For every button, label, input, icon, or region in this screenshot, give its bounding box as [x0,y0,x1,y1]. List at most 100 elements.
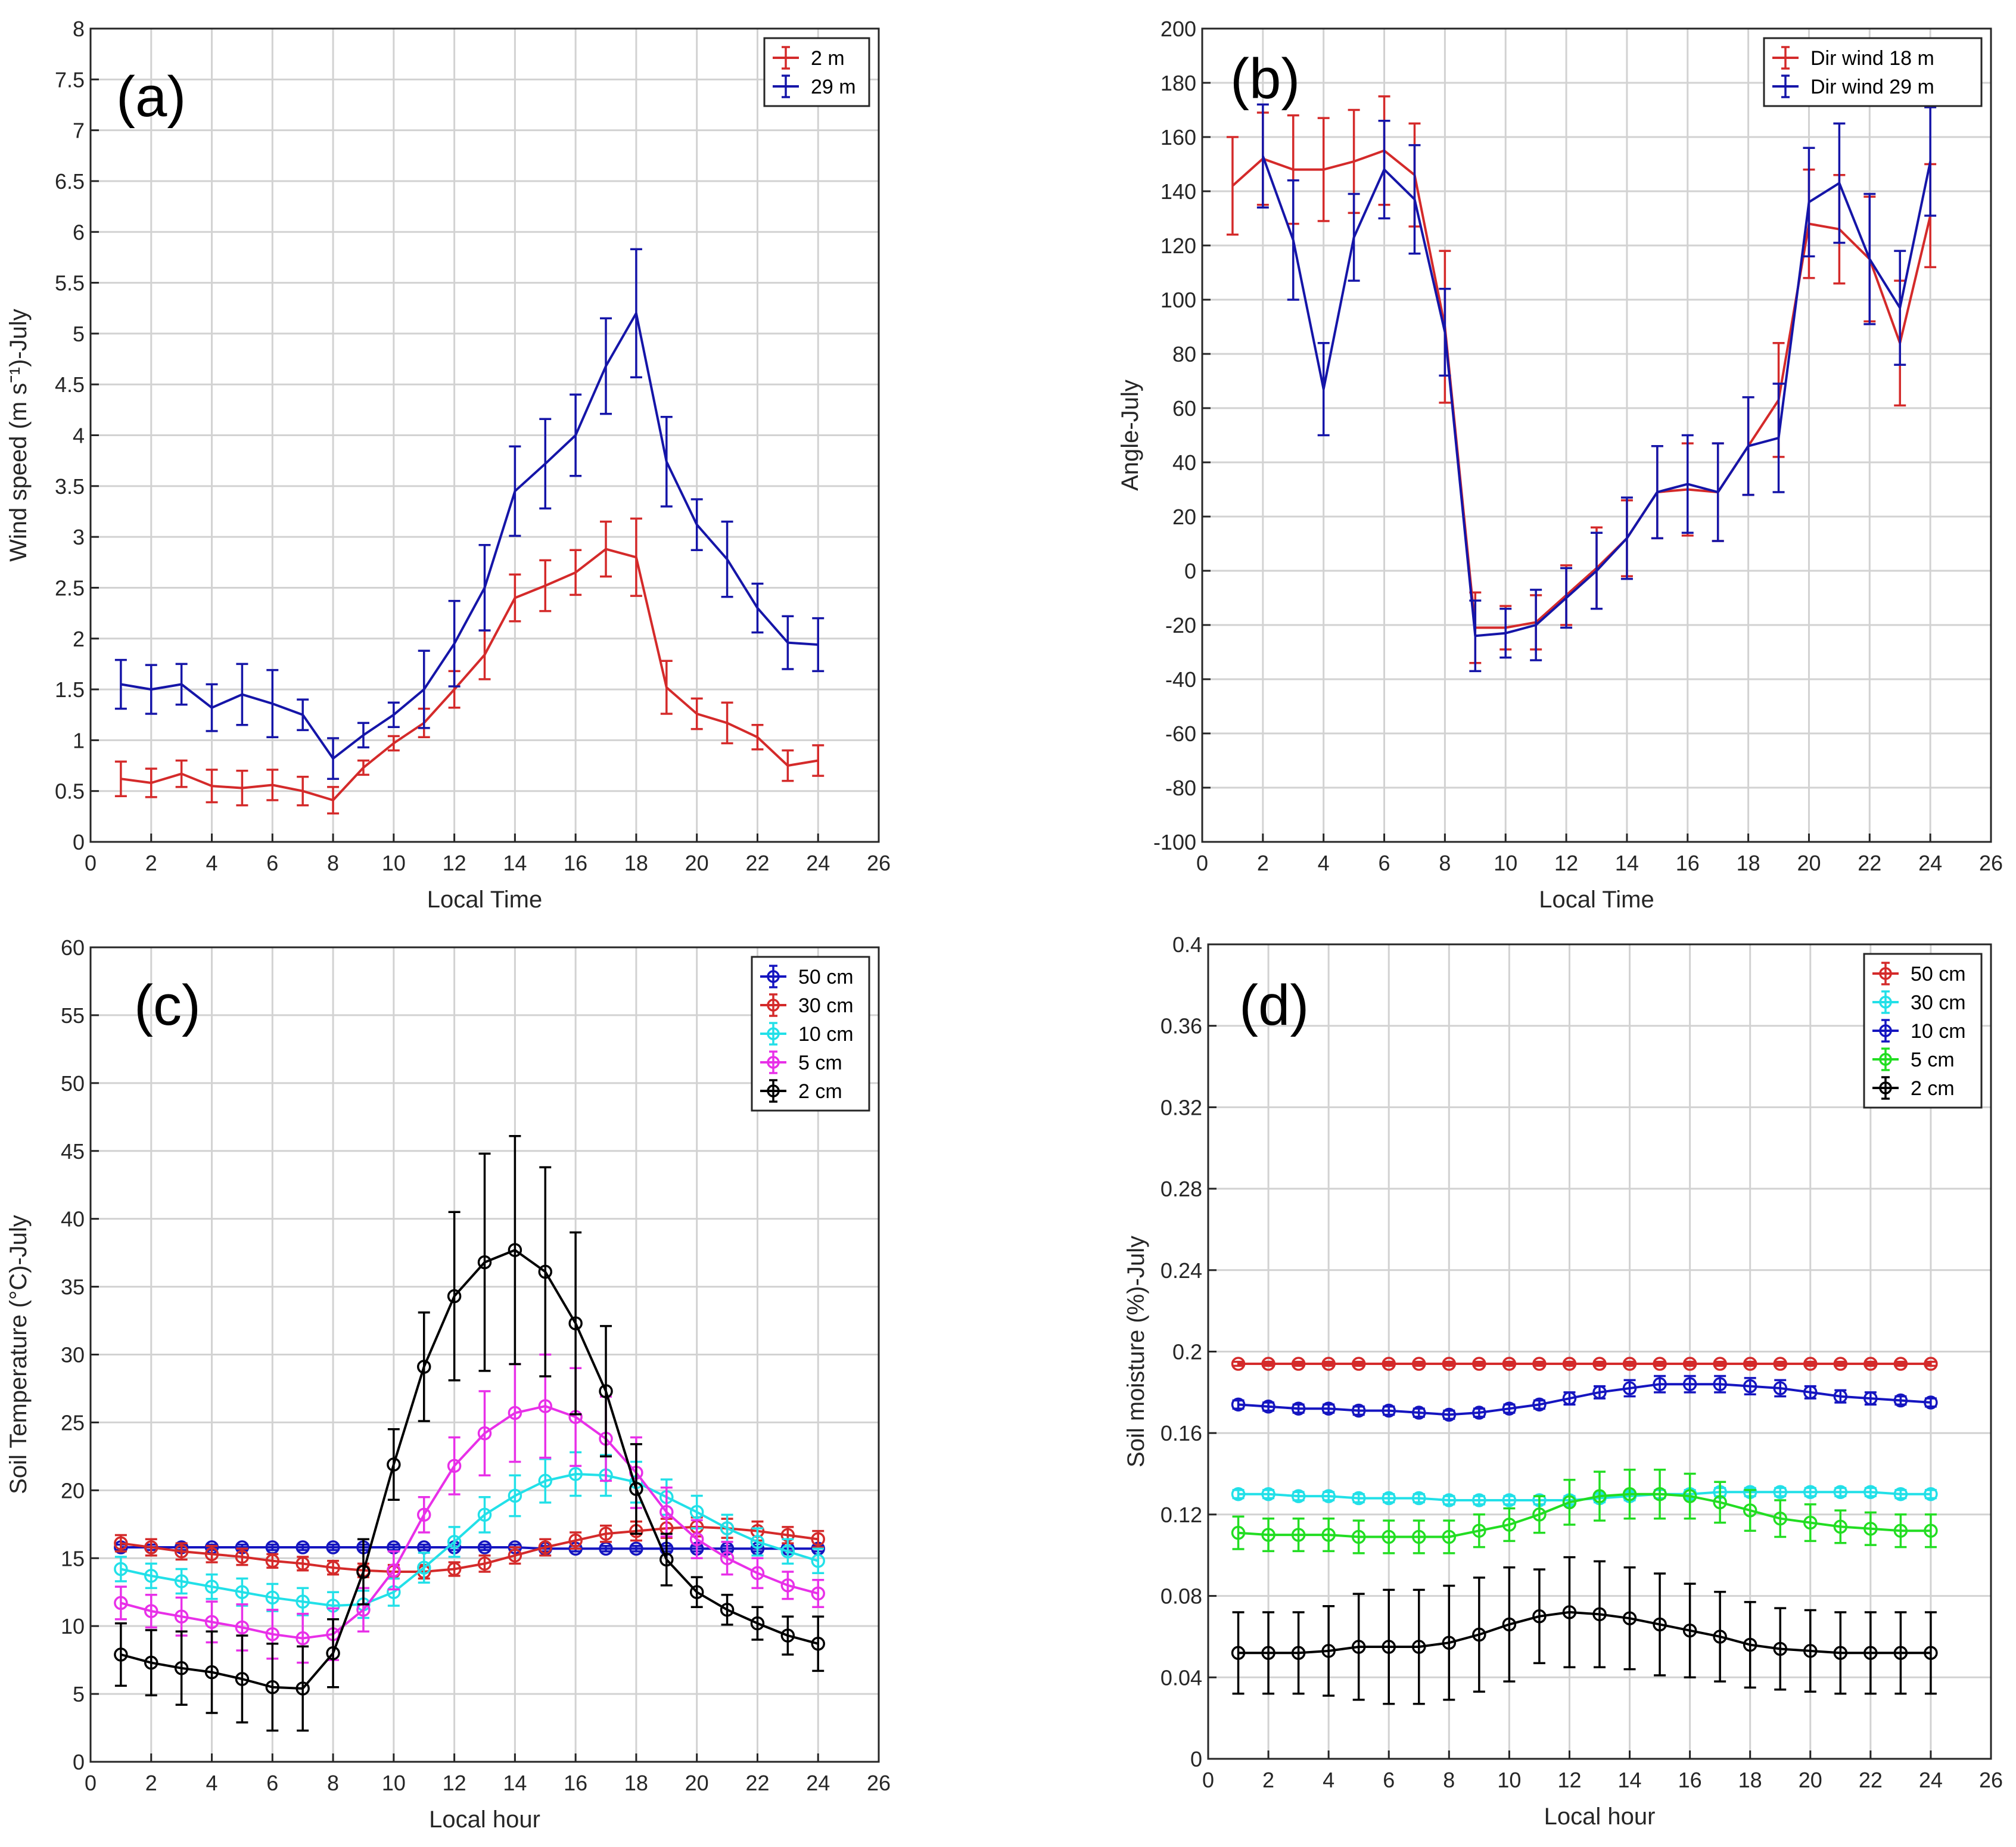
data-point [811,1554,825,1568]
y-tick-label: 6 [73,220,85,244]
legend-box [1763,37,1983,107]
x-tick-label: 14 [503,851,527,875]
data-point [114,1562,128,1577]
x-tick-label: 26 [1979,851,2003,875]
x-tick-label: 2 [1257,851,1269,875]
y-tick-label: 0.5 [55,779,85,804]
data-point [1412,1357,1426,1371]
data-point [1442,1407,1457,1422]
data-point [144,1540,158,1554]
data-point [1351,1403,1366,1418]
data-point [1532,1609,1547,1624]
legend: 50 cm 30 cm 10 cm 5 cm 2 cm [1863,953,1983,1109]
data-point [1893,1393,1908,1408]
y-tick-label: 0.32 [1161,1095,1202,1120]
data-point [629,1541,643,1556]
y-tick-label: 35 [61,1275,85,1299]
data-point [599,1526,613,1541]
x-tick-label: 2 [145,851,157,875]
data-point [1442,1529,1457,1544]
data-point [1713,1377,1727,1391]
y-tick-label: 15 [61,1546,85,1571]
data-point [1412,1491,1426,1506]
data-point [1863,1485,1878,1500]
data-point [1502,1357,1517,1371]
legend-marker [767,970,780,983]
data-point [326,1560,340,1575]
data-point [1562,1391,1577,1406]
data-point [447,1459,462,1473]
legend-label: 10 cm [798,1023,854,1046]
data-point [508,1548,522,1563]
legend-label: 50 cm [798,966,854,988]
y-axis-ticks: -100 -80 -60 -40 -20 0 20 40 60 80 100 120 140 160 180… [1153,17,1211,854]
x-axis-title: Local hour [429,1806,540,1833]
y-tick-label: 25 [61,1410,85,1435]
x-tick-label: 10 [1497,1768,1521,1792]
data-point [1622,1381,1637,1395]
legend: 50 cm 30 cm 10 cm 5 cm 2 cm [751,956,870,1112]
y-tick-label: 20 [61,1478,85,1503]
x-axis-title: Local hour [1544,1804,1656,1830]
data-point [1261,1646,1275,1661]
x-tick-label: 8 [1443,1768,1455,1792]
data-point [1833,1646,1848,1661]
data-point [295,1594,310,1609]
data-point [387,1563,401,1578]
legend-item: 50 cm [760,965,854,988]
x-tick-label: 8 [327,1771,339,1795]
x-tick-label: 0 [1202,1768,1214,1792]
data-point [1803,1485,1818,1500]
data-point [174,1544,189,1559]
y-tick-label: 7.5 [55,67,85,92]
series-2-cm [114,1134,825,1732]
data-point [235,1620,250,1635]
x-tick-label: 6 [266,851,278,875]
data-point [416,1507,431,1522]
data-point [659,1552,674,1567]
data-point [1261,1357,1275,1371]
data-point [1382,1640,1396,1654]
legend-marker [1879,996,1892,1009]
data-point [295,1631,310,1646]
data-point [1261,1528,1275,1542]
data-point [1893,1487,1908,1501]
data-point [750,1616,765,1631]
data-point [416,1360,431,1374]
y-axis-ticks: 0 0.5 1 1.5 2 2.5 3 3.5 4 4.5 5 5.5 6 6.5 7 7.5 8 [55,17,99,854]
x-tick-label: 22 [745,1771,769,1795]
data-point [1743,1357,1757,1371]
legend-marker [1879,1024,1892,1037]
x-tick-label: 8 [1439,851,1451,875]
data-point [265,1590,280,1605]
y-tick-label: 140 [1161,179,1196,204]
legend-item: 10 cm [1872,1019,1966,1043]
data-point [1803,1385,1818,1400]
data-point [1924,1487,1938,1501]
data-point [568,1467,583,1481]
data-point [1442,1635,1457,1650]
data-point [1532,1397,1547,1412]
x-tick-label: 20 [685,1771,709,1795]
x-tick-label: 12 [443,851,466,875]
legend: 2 m 29 m [763,37,870,107]
series-Dir-wind-29-m [1256,103,1937,673]
y-tick-label: 200 [1161,17,1196,41]
y-tick-label: 0.12 [1161,1503,1202,1527]
x-tick-label: 16 [1676,851,1700,875]
legend-label: 50 cm [1911,963,1966,985]
data-point [174,1574,189,1588]
legend-item: 29 m [773,74,856,98]
x-tick-label: 0 [85,1771,97,1795]
data-point [538,1540,553,1554]
data-point [1622,1611,1637,1625]
data-point [1502,1493,1517,1507]
y-tick-label: 1.5 [55,677,85,702]
legend-label: 2 cm [1911,1077,1955,1100]
data-point [1351,1640,1366,1654]
data-point [1412,1640,1426,1654]
axes-frame [1201,27,1992,843]
data-point [477,1255,492,1270]
data-point [1803,1357,1818,1371]
